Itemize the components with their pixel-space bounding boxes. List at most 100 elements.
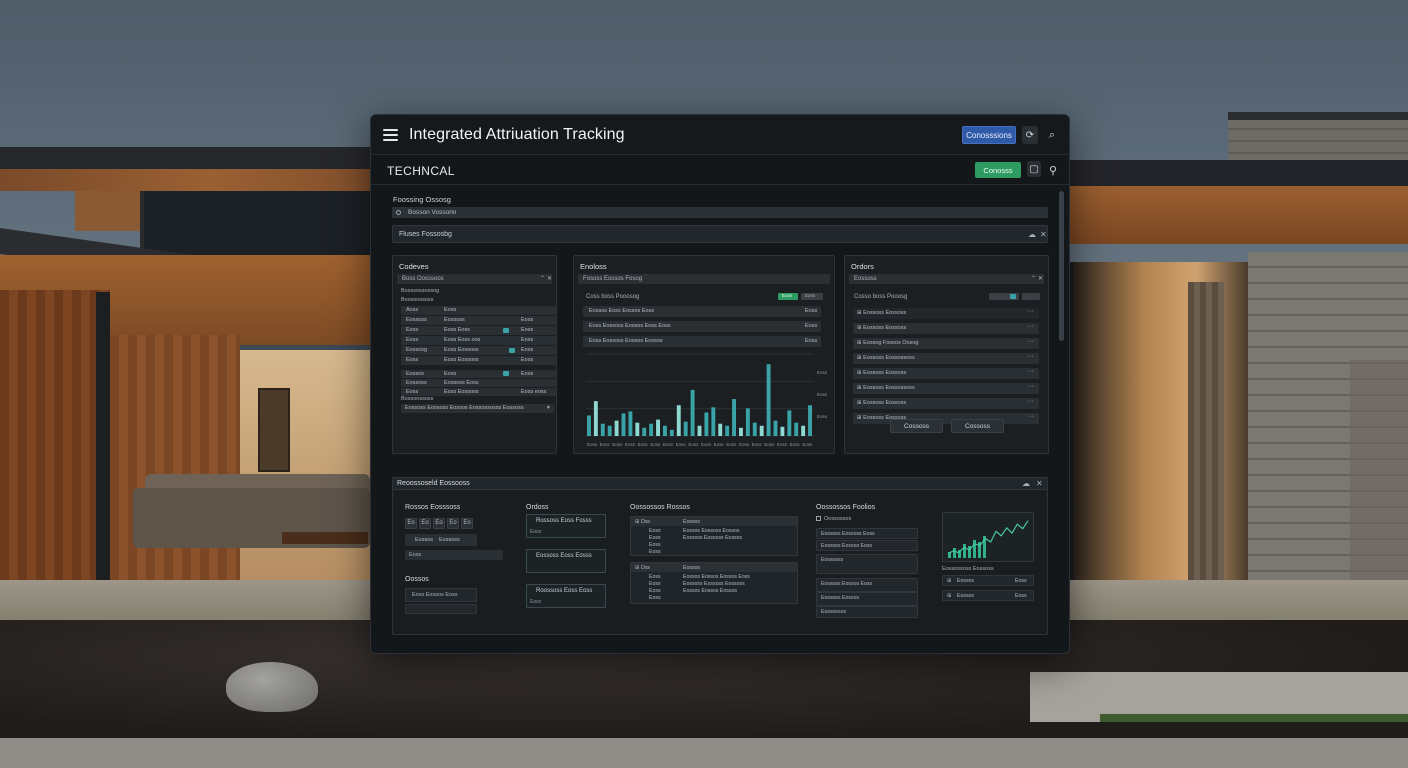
more-icon[interactable]: ··· bbox=[1027, 323, 1034, 330]
table-row[interactable]: Eossoss Eossoss Eoss bbox=[401, 316, 556, 325]
status-chip-grey[interactable]: Eoss bbox=[801, 293, 823, 300]
close-icon[interactable]: ✕ bbox=[1038, 276, 1044, 282]
grid-square[interactable]: Eo bbox=[461, 518, 473, 529]
data-table-1: ⊞ Oss Eossos Eoss Eossos Eossoss Eossos Eoss… bbox=[630, 516, 798, 556]
cell-text: Eoss bbox=[406, 389, 419, 395]
panel-subbar: Eossoss ⌃ ✕ bbox=[849, 274, 1044, 284]
more-icon[interactable]: ··· bbox=[1027, 383, 1034, 390]
more-icon[interactable]: ··· bbox=[1027, 368, 1034, 375]
data-table-2: ⊞ Oss Eossos Eoss Eossos Eossos Eossos Eoss… bbox=[630, 562, 798, 604]
field-row[interactable]: Eossoss Eossos bbox=[816, 592, 918, 606]
list-item[interactable]: ⊞ Eossoss Eossoss ··· bbox=[853, 398, 1039, 409]
table-row[interactable]: Eossoss Eossoss Eoss bbox=[401, 379, 556, 387]
more-icon: ··· bbox=[1027, 308, 1034, 315]
filter-search-bar[interactable]: Bosson Vossonn bbox=[392, 207, 1048, 218]
right-action-button-1[interactable]: Cossoss bbox=[890, 419, 943, 433]
menu-icon[interactable] bbox=[383, 129, 398, 141]
list-row[interactable]: Eossos Eoss Eossos Eoss Eoss bbox=[583, 306, 821, 317]
input-card[interactable]: Eossoss Eoss Eosss bbox=[526, 549, 606, 573]
cloud-icon[interactable]: ☁ bbox=[1028, 230, 1036, 239]
col5-row[interactable]: ⊞ Eossos Eoss bbox=[942, 575, 1034, 586]
list-row[interactable]: Eoss Eossoss Eossos Eoss Eoss Eoss bbox=[583, 321, 821, 332]
cell-text: Eoss bbox=[406, 337, 419, 343]
row-value: Eoss bbox=[805, 308, 818, 314]
grid-square[interactable]: Eo bbox=[405, 518, 417, 529]
filter-field[interactable]: Fluses Fossosbg ☁ ✕ bbox=[392, 225, 1048, 243]
expand-icon[interactable]: ⌃ bbox=[540, 276, 546, 282]
col5-row[interactable]: ⊞ Eossos Eoss bbox=[942, 590, 1034, 601]
x-tick-label: Eoss bbox=[625, 442, 636, 447]
list-row[interactable]: Eoss Eossoss Eossos Eossos Eoss bbox=[583, 336, 821, 347]
right-action-button-2[interactable]: Cossoss bbox=[951, 419, 1004, 433]
field-row[interactable]: Eossoss Eossoss Eoss bbox=[816, 528, 918, 539]
refresh-icon[interactable]: ⟳ bbox=[1022, 126, 1038, 144]
user-icon[interactable]: ⚲ bbox=[1048, 164, 1058, 177]
row-text: Eossos bbox=[957, 578, 975, 584]
group-label: Bossoossoss bbox=[401, 297, 434, 303]
table-row[interactable]: Eoss Eoss Eossoss Eoss eoss bbox=[401, 388, 556, 396]
grid-square[interactable]: Eo bbox=[419, 518, 431, 529]
col1-row-b[interactable]: Eossoss bbox=[433, 534, 477, 546]
close-icon[interactable]: ✕ bbox=[1040, 230, 1047, 239]
table-row[interactable]: Eossos Eoss Eoss bbox=[401, 370, 556, 378]
more-icon[interactable]: ··· bbox=[1027, 413, 1034, 420]
close-icon[interactable]: ✕ bbox=[547, 276, 553, 282]
options-chip[interactable] bbox=[1022, 293, 1040, 300]
list-item[interactable]: ⊞ Eossoss Eossoss ··· bbox=[853, 323, 1039, 334]
section-action-button[interactable]: Conosss bbox=[975, 162, 1021, 178]
col1-sub-row[interactable]: Eoss Eossos Eoss bbox=[405, 588, 477, 602]
table-row[interactable]: Eossosg Eoss Eossoss Eoss bbox=[401, 346, 556, 355]
list-item[interactable]: ⊞ Eossoss Eossoss ··· bbox=[853, 413, 1039, 424]
table-row[interactable]: Eoss Eoss Eoss oos Eoss bbox=[401, 336, 556, 345]
list-item[interactable]: ⊞ Eossoss Eossossoss ··· bbox=[853, 353, 1039, 364]
chart-bar bbox=[780, 426, 785, 436]
toggle-switch[interactable] bbox=[989, 293, 1019, 300]
x-tick-label: Eoss bbox=[714, 442, 725, 447]
grid-square[interactable]: Eo bbox=[433, 518, 445, 529]
cell-text: Eossoss bbox=[406, 317, 427, 323]
status-chip-green[interactable]: Eoss bbox=[778, 293, 798, 300]
table-row[interactable]: Eoss Eoss Eoss Eoss bbox=[401, 326, 556, 335]
lower-section: Reoossoseld Eossooss ☁ ✕ Rossos Eosssoss… bbox=[392, 477, 1048, 635]
field-row[interactable]: Eossoss Eossos Eoss bbox=[816, 578, 918, 592]
row-text: Eoss bbox=[409, 552, 422, 558]
field-row[interactable]: Eossoss Eossos Eoss bbox=[816, 540, 918, 551]
left-footer-row[interactable]: Eossoss Eossoss Eossos Eossossosss Eosso… bbox=[401, 404, 554, 413]
list-item[interactable]: ⊞ Eossog Fossos Oosog ··· bbox=[853, 338, 1039, 349]
table-header bbox=[631, 517, 797, 526]
row-text: ⊞ Eossoss Eossossoss bbox=[857, 385, 915, 391]
group-label: Bosssossossog bbox=[401, 288, 440, 294]
field-row[interactable]: Eossosss bbox=[816, 554, 918, 574]
table-row[interactable]: Aoss Eoss bbox=[401, 306, 556, 315]
field-row[interactable]: Eossossos bbox=[816, 606, 918, 618]
col5-row-icon: ⊞ bbox=[947, 593, 952, 599]
close-icon[interactable]: ✕ bbox=[1036, 479, 1043, 488]
input-card[interactable]: Roossoss Eoss Eoss Eoss bbox=[526, 584, 606, 608]
header-cell: Eossos bbox=[683, 565, 701, 571]
x-tick-label: Eoss bbox=[612, 442, 623, 447]
app-title: Integrated Attriuation Tracking bbox=[409, 126, 625, 143]
column-title: Oossossos Foolios bbox=[816, 504, 876, 511]
col1-progress-row[interactable]: Eoss bbox=[405, 550, 503, 560]
table-row[interactable]: Eoss Eoss Eossoss Eoss bbox=[401, 356, 556, 365]
x-tick-label: Eoss bbox=[790, 442, 801, 447]
input-card[interactable]: Rossoss Eoss Fosss Eoss bbox=[526, 514, 606, 538]
header-primary-button[interactable]: Conosssions bbox=[962, 126, 1016, 144]
cloud-icon[interactable]: ☁ bbox=[1022, 479, 1030, 488]
list-item[interactable]: ⊞ Eossoss Eossossoss ··· bbox=[853, 383, 1039, 394]
table-cell: Eoss bbox=[649, 535, 661, 541]
expand-icon[interactable]: ⌃ bbox=[1031, 276, 1037, 282]
more-icon[interactable]: ··· bbox=[1027, 398, 1034, 405]
grid-square[interactable]: Eo bbox=[447, 518, 459, 529]
more-icon[interactable]: ··· bbox=[1027, 338, 1034, 345]
wood-wall-left bbox=[0, 290, 110, 590]
row-text: Eossoss Eossos bbox=[821, 595, 860, 601]
search-icon[interactable]: ⌕ bbox=[1048, 128, 1056, 141]
list-item[interactable]: ⊞ Eossoss Eossoss ··· bbox=[853, 368, 1039, 379]
scrollbar[interactable] bbox=[1059, 191, 1064, 341]
more-icon[interactable]: ··· bbox=[1027, 353, 1034, 360]
col1-sub-row-2[interactable] bbox=[405, 604, 477, 614]
section-title: TECHNCAL bbox=[387, 164, 455, 178]
chat-icon[interactable]: ▢ bbox=[1027, 161, 1041, 177]
